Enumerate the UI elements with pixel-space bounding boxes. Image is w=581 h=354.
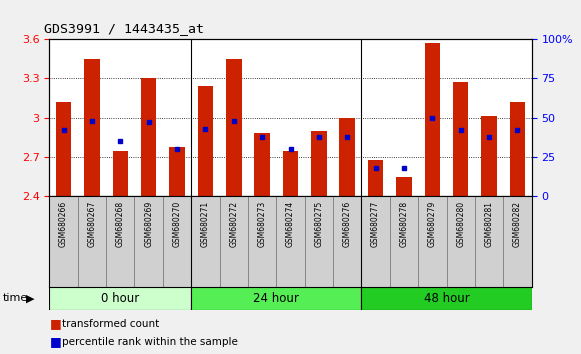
Bar xyxy=(84,59,100,196)
Bar xyxy=(283,150,298,196)
Text: GSM680266: GSM680266 xyxy=(59,201,68,247)
Bar xyxy=(510,102,525,196)
Text: 48 hour: 48 hour xyxy=(424,292,469,305)
Text: GDS3991 / 1443435_at: GDS3991 / 1443435_at xyxy=(44,22,203,35)
Text: GSM680280: GSM680280 xyxy=(456,201,465,247)
Text: GSM680275: GSM680275 xyxy=(314,201,324,247)
Text: GSM680270: GSM680270 xyxy=(173,201,181,247)
Text: GSM680281: GSM680281 xyxy=(485,201,494,247)
Bar xyxy=(396,177,412,196)
Text: GSM680271: GSM680271 xyxy=(201,201,210,247)
Text: GSM680282: GSM680282 xyxy=(513,201,522,247)
Text: GSM680277: GSM680277 xyxy=(371,201,380,247)
Text: time: time xyxy=(3,293,28,303)
Bar xyxy=(368,160,383,196)
Bar xyxy=(49,287,191,310)
Text: GSM680279: GSM680279 xyxy=(428,201,437,247)
Bar xyxy=(254,133,270,196)
Bar xyxy=(198,86,213,196)
Bar xyxy=(169,147,185,196)
Bar xyxy=(453,82,468,196)
Text: GSM680278: GSM680278 xyxy=(400,201,408,247)
Text: 24 hour: 24 hour xyxy=(253,292,299,305)
Text: GSM680274: GSM680274 xyxy=(286,201,295,247)
Bar xyxy=(425,43,440,196)
Bar xyxy=(56,102,71,196)
Bar xyxy=(226,59,242,196)
Bar xyxy=(113,150,128,196)
Bar xyxy=(141,78,156,196)
Text: GSM680268: GSM680268 xyxy=(116,201,125,247)
Bar xyxy=(481,116,497,196)
Text: GSM680273: GSM680273 xyxy=(257,201,267,247)
Text: 0 hour: 0 hour xyxy=(101,292,139,305)
Bar xyxy=(339,118,355,196)
Text: ▶: ▶ xyxy=(26,293,35,303)
Text: ■: ■ xyxy=(49,318,61,330)
Text: GSM680276: GSM680276 xyxy=(343,201,352,247)
Text: GSM680267: GSM680267 xyxy=(87,201,96,247)
Text: ■: ■ xyxy=(49,335,61,348)
Text: percentile rank within the sample: percentile rank within the sample xyxy=(62,337,238,347)
Text: transformed count: transformed count xyxy=(62,319,159,329)
Text: GSM680272: GSM680272 xyxy=(229,201,238,247)
Text: GSM680269: GSM680269 xyxy=(144,201,153,247)
Bar xyxy=(191,287,361,310)
Bar xyxy=(361,287,532,310)
Bar xyxy=(311,131,327,196)
